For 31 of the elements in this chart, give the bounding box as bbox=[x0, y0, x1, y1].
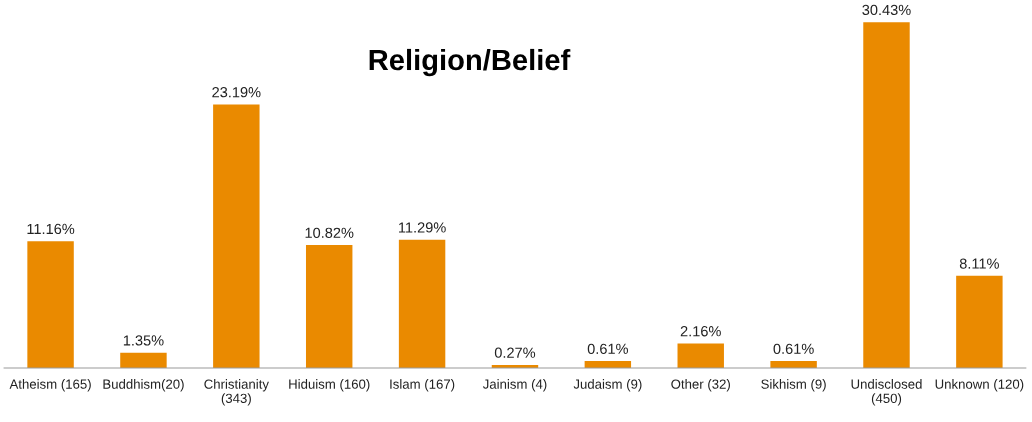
x-tick-label: Undisclosed (450) bbox=[851, 379, 922, 406]
data-label: 8.11% bbox=[959, 258, 999, 269]
x-tick-label: Unknown (120) bbox=[935, 379, 1024, 392]
data-label: 11.16% bbox=[27, 223, 75, 235]
bar bbox=[677, 343, 724, 368]
data-label: 11.29% bbox=[399, 222, 446, 233]
data-label: 0.61% bbox=[773, 343, 814, 354]
x-tick-label: Other (32) bbox=[671, 379, 730, 392]
bar bbox=[213, 104, 260, 368]
bar bbox=[863, 22, 910, 368]
data-label: 23.19% bbox=[212, 87, 261, 98]
data-label: 30.43% bbox=[862, 4, 911, 16]
data-label: 1.35% bbox=[123, 335, 164, 346]
x-tick-label: Atheism (165) bbox=[9, 379, 91, 392]
text: Religion/Belief bbox=[369, 48, 571, 77]
x-tick-label: Judaism (9) bbox=[573, 379, 642, 392]
bar bbox=[398, 239, 446, 368]
x-tick-label: Hiduism (160) bbox=[289, 379, 370, 392]
x-tick-label: Buddhism(20) bbox=[103, 379, 184, 392]
x-tick-label: Jainism (4) bbox=[482, 379, 547, 392]
data-label: 2.16% bbox=[680, 326, 721, 337]
bar bbox=[120, 352, 167, 368]
data-label: 0.27% bbox=[494, 347, 536, 358]
bar bbox=[27, 241, 74, 368]
bar bbox=[305, 245, 353, 368]
x-tick-label: Christianity (343) bbox=[204, 379, 269, 406]
x-tick-label: Islam (167) bbox=[390, 379, 455, 392]
data-label: 0.61% bbox=[587, 343, 629, 354]
x-tick-label: Sikhism (9) bbox=[761, 379, 826, 392]
data-label: 10.82% bbox=[305, 227, 354, 238]
bar bbox=[956, 275, 1003, 368]
